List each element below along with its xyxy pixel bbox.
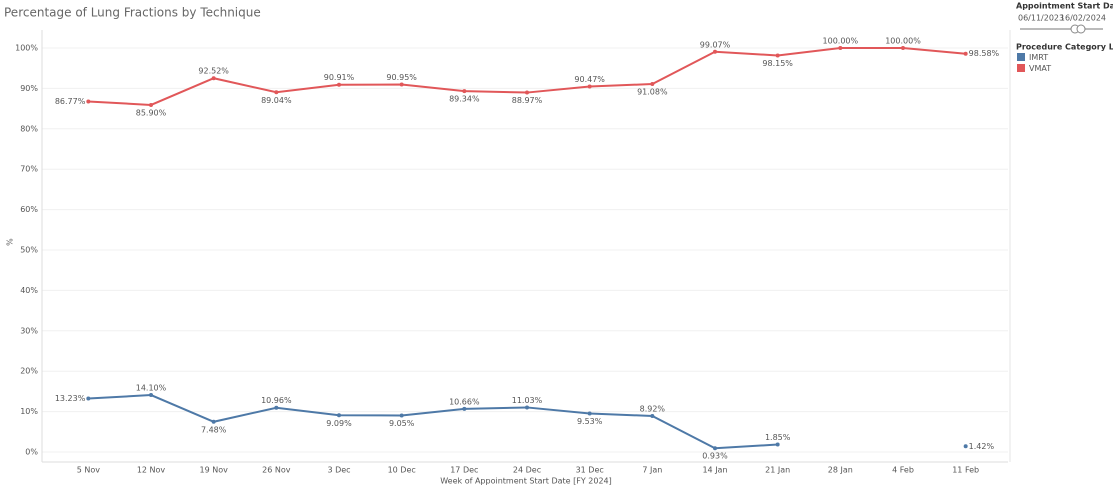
- point: [525, 90, 529, 95]
- point: [211, 76, 216, 81]
- y-tick-label: 0%: [25, 448, 38, 457]
- point: [775, 442, 780, 447]
- x-tick-label: 24 Dec: [513, 466, 541, 475]
- data-label: 89.34%: [449, 95, 480, 104]
- point: [838, 46, 843, 50]
- legend-swatch: [1017, 53, 1025, 61]
- data-label: 85.90%: [136, 108, 167, 117]
- y-tick-label: 90%: [20, 84, 38, 93]
- point: [713, 49, 717, 54]
- point: [274, 90, 279, 95]
- data-label: 90.91%: [324, 73, 355, 82]
- data-label: 88.97%: [512, 96, 543, 105]
- point: [525, 405, 529, 410]
- data-label: 1.85%: [765, 433, 791, 442]
- point: [274, 405, 279, 410]
- point: [86, 99, 91, 104]
- y-tick-label: 20%: [20, 367, 38, 376]
- x-tick-label: 28 Jan: [828, 466, 853, 475]
- data-label: 86.77%: [55, 97, 86, 106]
- point: [337, 82, 341, 87]
- data-label: 91.08%: [637, 88, 668, 97]
- filter-title: Appointment Start Date: [1016, 2, 1113, 11]
- data-label: 7.48%: [201, 425, 227, 434]
- x-tick-label: 11 Feb: [952, 466, 979, 475]
- x-tick-label: 5 Nov: [77, 466, 101, 475]
- y-tick-label: 70%: [20, 165, 38, 174]
- x-tick-label: 10 Dec: [388, 466, 416, 475]
- data-label: 98.15%: [762, 59, 793, 68]
- x-tick-label: 12 Nov: [137, 466, 166, 475]
- x-tick-label: 4 Feb: [892, 466, 914, 475]
- y-tick-label: 40%: [20, 286, 38, 295]
- slider-handle[interactable]: [1076, 24, 1086, 34]
- data-label: 98.58%: [969, 49, 1000, 58]
- y-axis-title: %: [6, 238, 15, 246]
- data-label: 11.03%: [512, 396, 543, 405]
- point: [399, 82, 404, 87]
- point: [650, 82, 655, 87]
- point: [901, 46, 905, 50]
- point: [462, 406, 467, 411]
- legend-swatch: [1017, 64, 1025, 72]
- data-label: 9.53%: [577, 417, 603, 426]
- x-tick-label: 31 Dec: [576, 466, 604, 475]
- y-tick-label: 50%: [20, 246, 38, 255]
- data-label: 90.95%: [386, 73, 417, 82]
- data-label: 8.92%: [640, 404, 666, 413]
- y-tick-label: 60%: [20, 205, 38, 214]
- point: [211, 419, 216, 424]
- filter-end: 16/02/2024: [1060, 14, 1106, 23]
- data-label: 10.66%: [449, 397, 480, 406]
- point: [587, 411, 592, 416]
- x-tick-label: 19 Nov: [199, 466, 228, 475]
- data-label: 99.07%: [700, 40, 731, 49]
- legend-title: Procedure Category Level 1: [1016, 43, 1113, 52]
- data-label: 92.52%: [198, 67, 229, 76]
- data-label: 9.05%: [389, 419, 415, 428]
- x-tick-label: 17 Dec: [450, 466, 478, 475]
- y-tick-label: 30%: [20, 326, 38, 335]
- data-label: 100.00%: [885, 37, 921, 46]
- data-label: 9.09%: [326, 419, 352, 428]
- point: [587, 84, 592, 89]
- data-label: 14.10%: [136, 384, 167, 393]
- y-tick-label: 80%: [20, 124, 38, 133]
- point: [650, 413, 655, 418]
- x-tick-label: 7 Jan: [642, 466, 662, 475]
- legend-label: IMRT: [1029, 53, 1048, 62]
- point: [963, 51, 968, 56]
- point: [149, 393, 153, 398]
- point: [775, 53, 780, 58]
- data-label: 13.23%: [55, 394, 86, 403]
- data-label: 1.42%: [969, 442, 995, 451]
- y-tick-label: 10%: [20, 407, 38, 416]
- data-label: 89.04%: [261, 96, 292, 105]
- filter-start: 06/11/2023: [1018, 14, 1064, 23]
- data-label: 90.47%: [574, 75, 605, 84]
- point: [149, 102, 153, 107]
- chart-title: Percentage of Lung Fractions by Techniqu…: [4, 6, 261, 20]
- x-axis-title: Week of Appointment Start Date [FY 2024]: [440, 477, 612, 486]
- point: [337, 413, 341, 418]
- y-tick-label: 100%: [15, 44, 38, 53]
- data-label: 0.93%: [702, 452, 728, 461]
- legend-label: VMAT: [1029, 64, 1051, 73]
- x-tick-label: 26 Nov: [262, 466, 291, 475]
- point: [963, 444, 968, 449]
- point: [86, 396, 91, 401]
- x-tick-label: 3 Dec: [327, 466, 350, 475]
- data-label: 10.96%: [261, 396, 292, 405]
- x-tick-label: 14 Jan: [702, 466, 727, 475]
- data-label: 100.00%: [823, 37, 859, 46]
- point: [462, 89, 467, 94]
- x-tick-label: 21 Jan: [765, 466, 790, 475]
- point: [713, 446, 717, 451]
- point: [399, 413, 404, 418]
